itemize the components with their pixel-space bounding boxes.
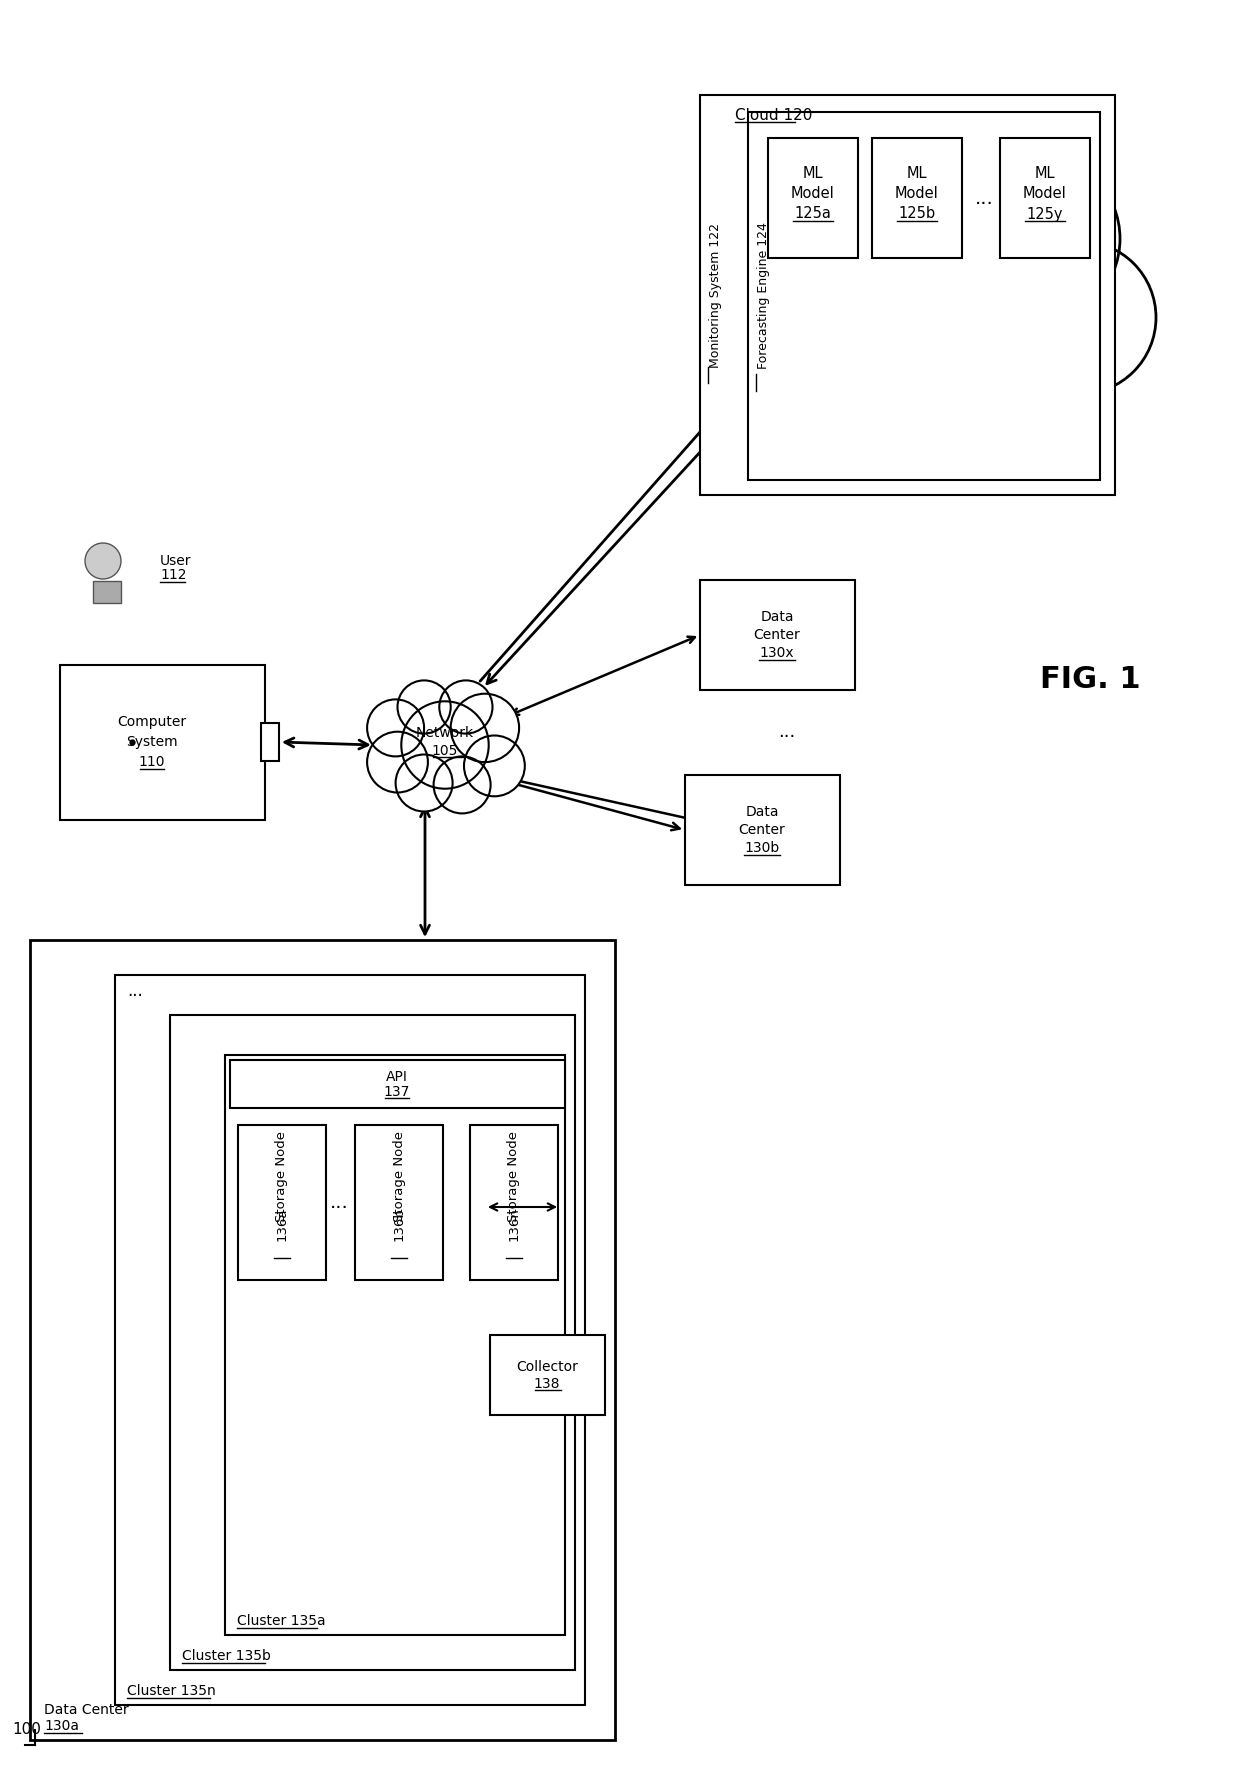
Text: ML: ML	[906, 166, 928, 180]
Circle shape	[949, 154, 1120, 325]
Circle shape	[873, 345, 1007, 479]
Text: Monitoring System 122: Monitoring System 122	[709, 223, 723, 368]
Text: 136a: 136a	[275, 1207, 289, 1241]
FancyBboxPatch shape	[60, 664, 265, 820]
Text: 130b: 130b	[744, 841, 780, 855]
FancyBboxPatch shape	[748, 113, 1100, 480]
Text: 130x: 130x	[760, 647, 795, 661]
Text: Data Center: Data Center	[43, 1704, 129, 1716]
Text: Storage Node: Storage Node	[393, 1132, 405, 1222]
Text: Storage Node: Storage Node	[507, 1132, 521, 1222]
Circle shape	[367, 732, 428, 793]
Text: Center: Center	[739, 823, 785, 838]
Text: Collector: Collector	[516, 1359, 578, 1373]
Text: ...: ...	[779, 723, 796, 741]
Text: System: System	[126, 736, 177, 748]
FancyBboxPatch shape	[701, 95, 1115, 495]
FancyBboxPatch shape	[229, 1061, 565, 1107]
Text: API: API	[386, 1070, 408, 1084]
Text: FIG. 1: FIG. 1	[1039, 666, 1141, 695]
Circle shape	[787, 321, 923, 457]
Text: 137: 137	[384, 1086, 410, 1098]
Text: Cluster 135a: Cluster 135a	[237, 1615, 326, 1629]
Text: Data: Data	[745, 805, 779, 820]
Circle shape	[744, 161, 888, 304]
Text: 130a: 130a	[43, 1718, 79, 1732]
Text: 138: 138	[533, 1377, 560, 1391]
Text: 110: 110	[139, 755, 165, 770]
Circle shape	[1003, 241, 1156, 395]
Circle shape	[367, 700, 424, 757]
Text: 125a: 125a	[795, 207, 832, 221]
Circle shape	[450, 693, 520, 763]
Text: 125y: 125y	[1027, 207, 1063, 221]
Text: ML: ML	[802, 166, 823, 180]
Text: 112: 112	[160, 568, 186, 582]
Text: 100: 100	[12, 1722, 41, 1738]
Circle shape	[923, 114, 1056, 250]
Text: User: User	[160, 554, 191, 568]
Text: ML: ML	[1034, 166, 1055, 180]
Text: ...: ...	[126, 982, 143, 1000]
Circle shape	[959, 321, 1092, 457]
Circle shape	[464, 736, 525, 797]
Text: ...: ...	[330, 1193, 348, 1211]
Text: Model: Model	[1023, 186, 1066, 200]
Text: 136n: 136n	[507, 1207, 521, 1241]
Circle shape	[823, 114, 959, 250]
Text: Cluster 135b: Cluster 135b	[182, 1648, 270, 1663]
Circle shape	[398, 680, 450, 734]
FancyBboxPatch shape	[999, 138, 1090, 257]
FancyBboxPatch shape	[93, 580, 122, 604]
Text: Model: Model	[791, 186, 835, 200]
FancyBboxPatch shape	[701, 580, 856, 689]
Circle shape	[439, 680, 492, 734]
FancyBboxPatch shape	[238, 1125, 326, 1281]
FancyBboxPatch shape	[490, 1334, 605, 1415]
Text: Network: Network	[415, 725, 474, 739]
Circle shape	[434, 757, 491, 813]
Text: Cluster 135n: Cluster 135n	[126, 1684, 216, 1698]
FancyBboxPatch shape	[872, 138, 962, 257]
Text: Computer: Computer	[118, 714, 186, 729]
Text: 105: 105	[432, 745, 459, 757]
Text: 125b: 125b	[899, 207, 935, 221]
FancyBboxPatch shape	[355, 1125, 443, 1281]
Text: 136b: 136b	[393, 1207, 405, 1241]
Circle shape	[402, 702, 489, 789]
FancyBboxPatch shape	[768, 138, 858, 257]
FancyBboxPatch shape	[470, 1125, 558, 1281]
Text: Storage Node: Storage Node	[275, 1132, 289, 1222]
Text: Data: Data	[760, 611, 794, 623]
Circle shape	[730, 239, 879, 388]
Circle shape	[396, 754, 453, 811]
Text: Center: Center	[754, 629, 800, 641]
Text: Forecasting Engine 124: Forecasting Engine 124	[758, 223, 770, 370]
FancyBboxPatch shape	[684, 775, 839, 886]
Text: Model: Model	[895, 186, 939, 200]
Circle shape	[832, 188, 1048, 404]
FancyBboxPatch shape	[30, 939, 615, 1740]
FancyBboxPatch shape	[170, 1014, 575, 1670]
FancyBboxPatch shape	[260, 723, 279, 761]
FancyBboxPatch shape	[115, 975, 585, 1706]
FancyBboxPatch shape	[224, 1056, 565, 1634]
Circle shape	[86, 543, 122, 579]
Text: ...: ...	[975, 189, 993, 207]
Text: Cloud 120: Cloud 120	[735, 107, 812, 123]
